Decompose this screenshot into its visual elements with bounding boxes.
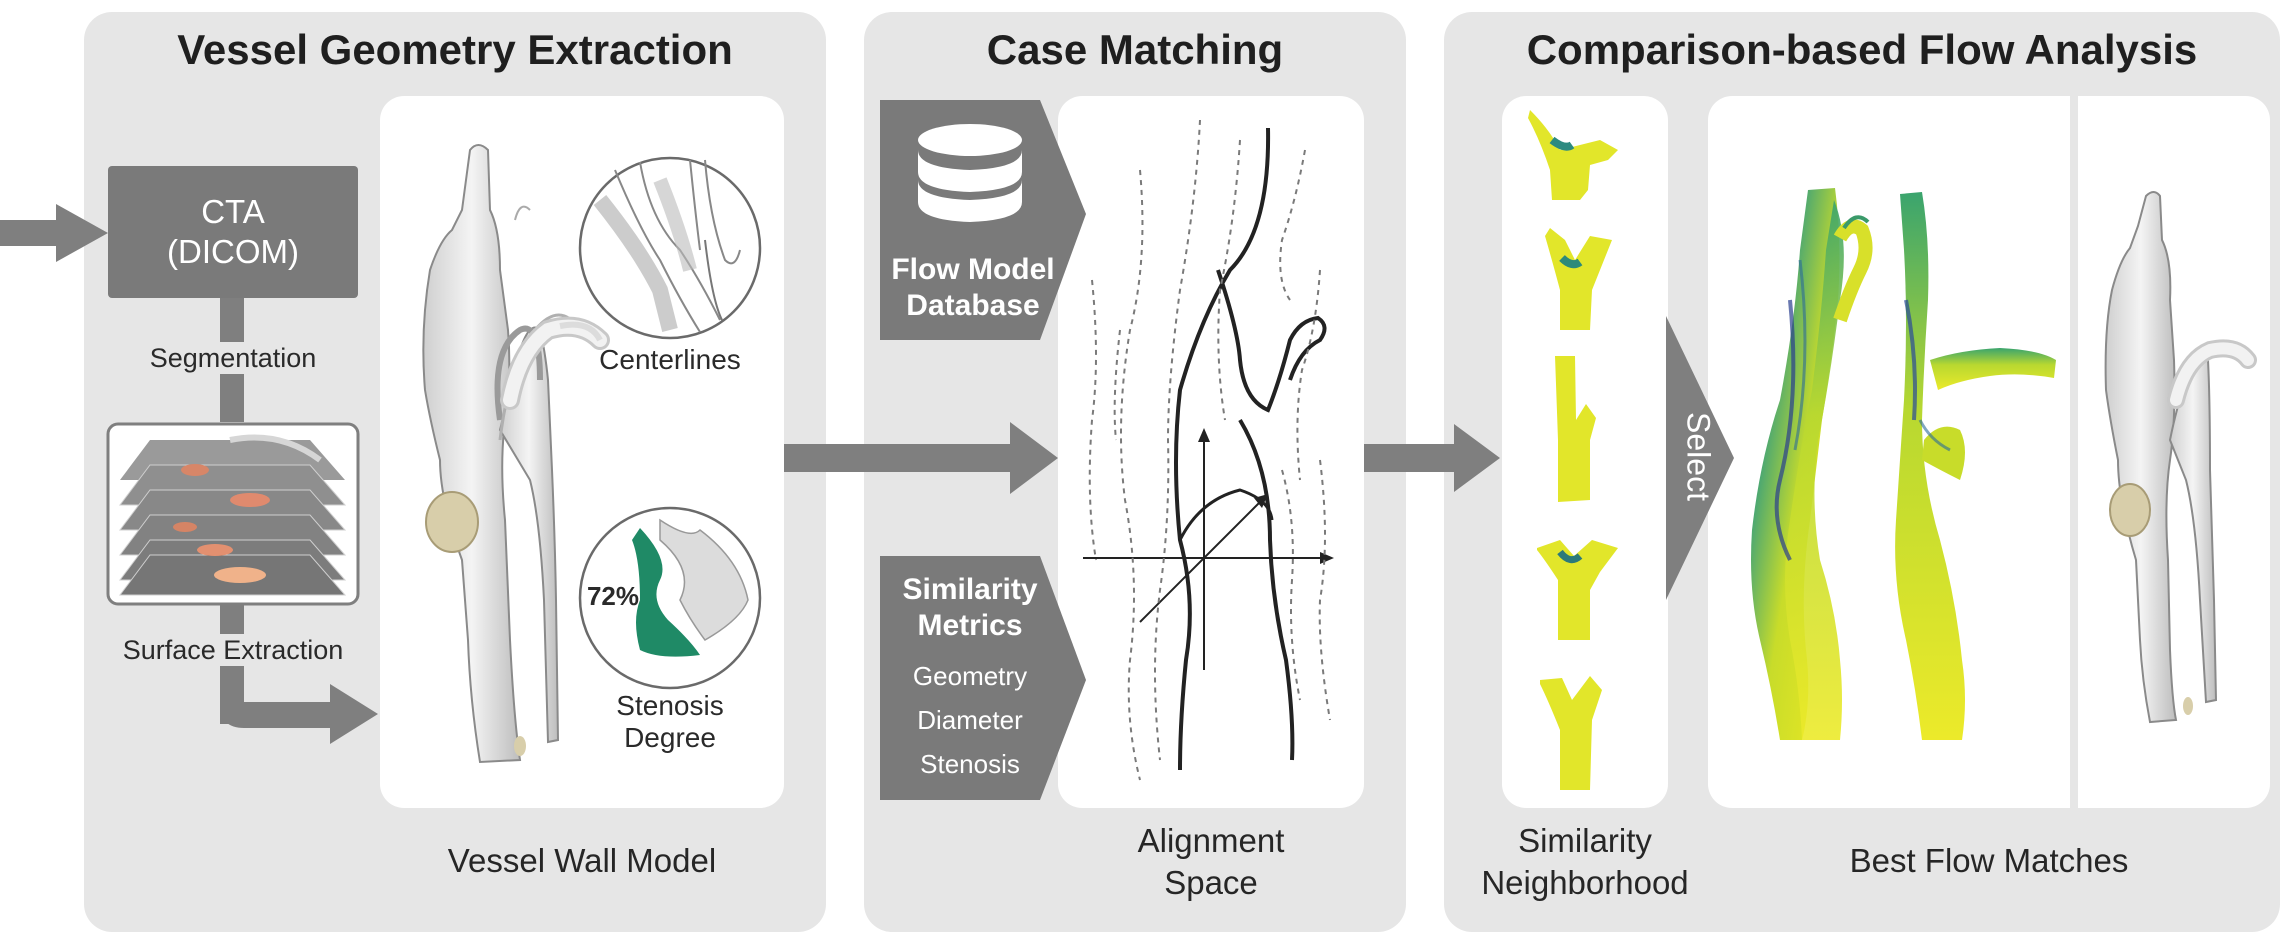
cta-line-1: CTA xyxy=(201,193,265,230)
cta-input-box: CTA (DICOM) xyxy=(108,166,358,298)
title-vessel-geometry: Vessel Geometry Extraction xyxy=(177,26,733,73)
metric-geometry: Geometry xyxy=(912,661,1028,691)
neighbor-case-3 xyxy=(1555,356,1596,502)
metric-diameter: Diameter xyxy=(917,705,1023,735)
neighbor-case-4 xyxy=(1537,540,1618,640)
database-label: Flow Model Database xyxy=(880,252,1066,324)
caption-best-flow-matches: Best Flow Matches xyxy=(1849,842,2129,879)
vessel-wall-model xyxy=(422,144,610,764)
database-label-1: Flow Model xyxy=(891,253,1055,286)
caption-vessel-wall-model: Vessel Wall Model xyxy=(447,842,717,879)
metrics-title-2: Metrics xyxy=(917,609,1023,642)
neighbor-case-1 xyxy=(1528,110,1618,200)
title-flow-analysis: Comparison-based Flow Analysis xyxy=(1526,26,2198,73)
title-case-matching: Case Matching xyxy=(986,26,1284,73)
select-arrow xyxy=(1666,316,1734,600)
diagram-graphics xyxy=(0,96,2257,808)
selected-vessel-model xyxy=(2104,191,2257,724)
input-arrow xyxy=(0,204,108,262)
caption-similarity-neighborhood-1: Similarity xyxy=(1518,822,1652,859)
arrow-to-flow xyxy=(1364,424,1500,492)
caption-alignment-space-2: Space xyxy=(1164,864,1258,901)
database-label-2: Database xyxy=(906,289,1040,322)
best-flow-match-2 xyxy=(1895,192,2056,740)
best-flow-match-1 xyxy=(1751,188,1873,740)
alignment-axes xyxy=(1083,119,1334,781)
label-segmentation: Segmentation xyxy=(108,342,358,374)
similarity-metrics: Similarity Metrics Geometry Diameter Ste… xyxy=(880,572,1060,786)
label-centerlines: Centerlines xyxy=(599,344,741,375)
caption-alignment-space-1: Alignment xyxy=(1137,822,1285,859)
neighbor-case-2 xyxy=(1545,228,1612,330)
caption-similarity-neighborhood-2: Neighborhood xyxy=(1481,864,1689,901)
slice-stack xyxy=(106,422,360,606)
database-icon xyxy=(918,124,1022,222)
alignment-card xyxy=(1058,96,1364,808)
metrics-title-1: Similarity xyxy=(902,573,1038,606)
metric-stenosis: Stenosis xyxy=(920,749,1020,779)
arrow-to-matching xyxy=(784,422,1058,494)
neighbor-case-5 xyxy=(1540,676,1602,790)
metrics-box xyxy=(880,556,1086,800)
cta-line-2: (DICOM) xyxy=(167,233,299,270)
select-label: Select xyxy=(1680,412,1717,501)
flow-divider xyxy=(2070,96,2078,808)
stenosis-inset xyxy=(578,506,762,690)
label-stenosis-degree-1: Stenosis xyxy=(616,690,724,721)
label-stenosis-value: 72% xyxy=(586,581,640,611)
centerlines-inset xyxy=(578,156,762,340)
label-stenosis-degree-2: Degree xyxy=(624,722,716,753)
neighborhood-thumbnails xyxy=(1528,110,1618,790)
label-surface-extraction: Surface Extraction xyxy=(100,634,366,666)
